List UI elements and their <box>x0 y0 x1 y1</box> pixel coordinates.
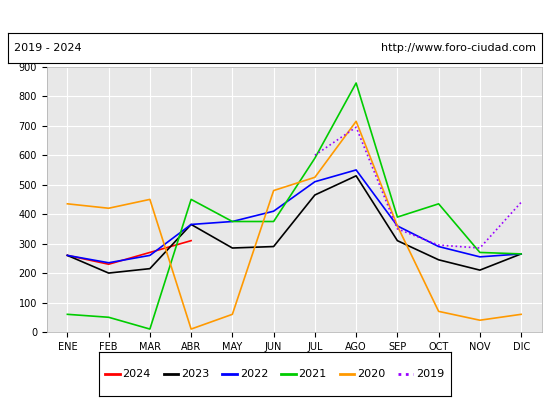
Text: 2023: 2023 <box>181 369 210 379</box>
Text: 2020: 2020 <box>357 369 386 379</box>
Text: http://www.foro-ciudad.com: http://www.foro-ciudad.com <box>381 43 536 53</box>
Text: 2019 - 2024: 2019 - 2024 <box>14 43 81 53</box>
Text: Evolucion Nº Turistas Nacionales en el municipio de Caldearenas: Evolucion Nº Turistas Nacionales en el m… <box>32 10 518 23</box>
Text: 2019: 2019 <box>416 369 444 379</box>
Text: 2022: 2022 <box>240 369 268 379</box>
Text: 2024: 2024 <box>123 369 151 379</box>
Text: 2021: 2021 <box>299 369 327 379</box>
